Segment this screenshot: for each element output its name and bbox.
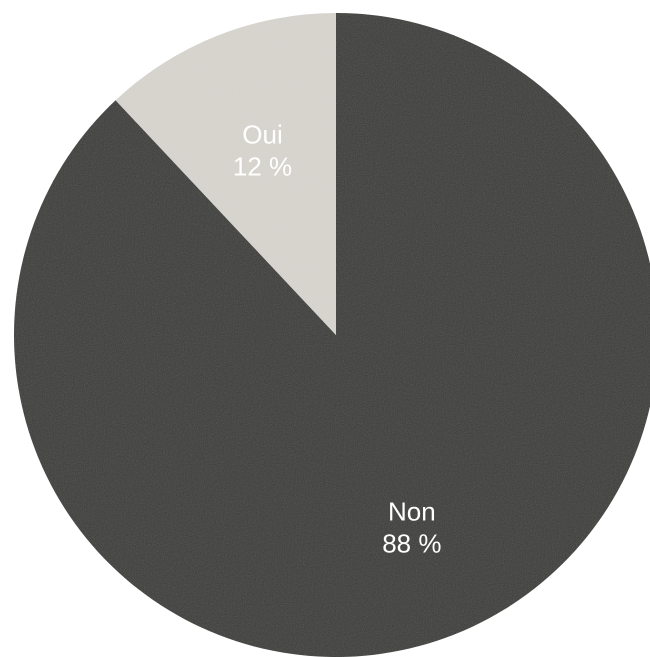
slice-label-non: Non <box>388 497 436 527</box>
slice-value-oui: 12 % <box>233 151 292 181</box>
pie-slice-non <box>14 13 650 657</box>
pie-slice-oui <box>115 12 336 335</box>
slice-value-non: 88 % <box>382 529 441 559</box>
pie-slices <box>14 12 650 657</box>
slice-label-oui: Oui <box>242 119 282 149</box>
